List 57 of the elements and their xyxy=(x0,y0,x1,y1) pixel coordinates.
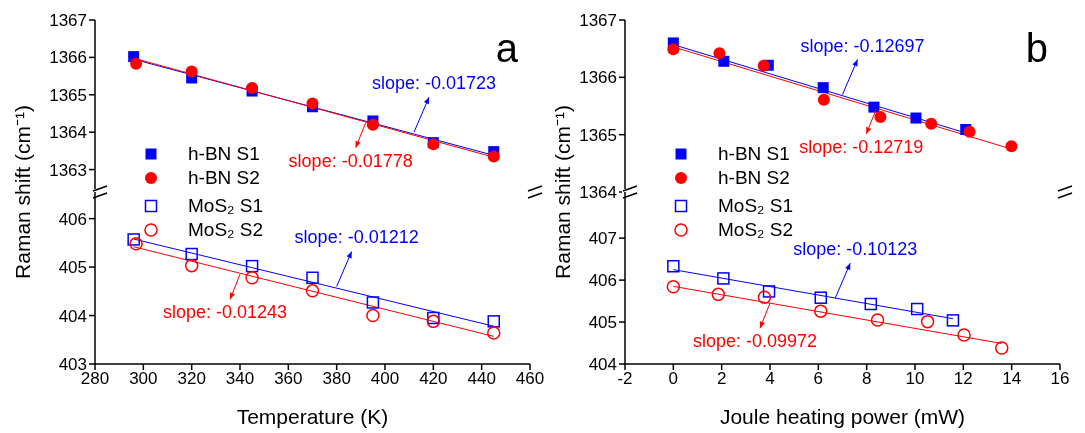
legend-label: MoS₂ S2 xyxy=(188,219,263,241)
y-tick-label: 1363 xyxy=(49,160,87,180)
x-tick-label: 360 xyxy=(274,369,303,389)
chart-title: b xyxy=(1025,26,1048,70)
chart-title: a xyxy=(495,26,519,70)
y-tick-label: 1364 xyxy=(579,183,617,203)
annotation: slope: -0.10123 xyxy=(793,239,918,260)
x-tick-label: 300 xyxy=(129,369,158,389)
x-tick-label: 2 xyxy=(716,369,727,389)
x-tick-label: -2 xyxy=(617,369,633,389)
x-axis-title: Joule heating power (mW) xyxy=(719,405,966,428)
annotation: slope: -0.12719 xyxy=(799,136,924,157)
annotation: slope: -0.01778 xyxy=(288,150,413,171)
y-tick-label: 405 xyxy=(588,313,617,333)
y-tick-label: 404 xyxy=(588,355,617,375)
x-tick-label: 6 xyxy=(813,369,824,389)
legend-label: MoS₂ S1 xyxy=(188,195,263,217)
y-tick-label: 1364 xyxy=(49,123,87,143)
y-tick-label: 405 xyxy=(58,258,87,278)
y-axis-title: Raman shift (cm⁻¹) xyxy=(11,105,34,279)
y-tick-label: 404 xyxy=(58,306,87,326)
y-tick-label: 406 xyxy=(588,271,617,291)
x-tick-label: 14 xyxy=(1002,369,1022,389)
legend-label: h-BN S2 xyxy=(718,167,790,189)
y-tick-label: 407 xyxy=(588,229,617,249)
legend-label: h-BN S2 xyxy=(188,167,260,189)
x-tick-label: 12 xyxy=(953,369,973,389)
x-tick-label: 16 xyxy=(1050,369,1070,389)
x-tick-label: 460 xyxy=(515,369,545,389)
x-tick-label: 320 xyxy=(177,369,206,389)
x-tick-label: 0 xyxy=(668,369,679,389)
annotation: slope: -0.01723 xyxy=(371,73,497,94)
annotation: slope: -0.01212 xyxy=(294,227,419,248)
annotation: slope: -0.09972 xyxy=(692,331,818,352)
x-tick-label: 400 xyxy=(370,369,400,389)
y-tick-label: 406 xyxy=(58,209,87,229)
y-tick-label: 1365 xyxy=(579,125,617,145)
x-tick-label: 8 xyxy=(861,369,872,389)
legend-label: h-BN S1 xyxy=(188,143,260,165)
annotation: slope: -0.01243 xyxy=(162,302,288,323)
x-tick-label: 380 xyxy=(322,369,351,389)
y-axis-title: Raman shift (cm⁻¹) xyxy=(551,105,574,279)
y-tick-label: 1365 xyxy=(49,85,87,105)
annotation: slope: -0.12697 xyxy=(800,35,925,56)
x-tick-label: 4 xyxy=(765,369,775,389)
x-tick-label: 420 xyxy=(419,369,448,389)
x-tick-label: 10 xyxy=(905,369,925,389)
legend-label: h-BN S1 xyxy=(718,143,790,165)
x-tick-label: 340 xyxy=(225,369,255,389)
y-tick-label: 1367 xyxy=(579,11,617,31)
legend-label: MoS₂ S1 xyxy=(718,195,793,217)
x-tick-label: 440 xyxy=(467,369,496,389)
y-tick-label: 1366 xyxy=(579,68,617,88)
x-axis-title: Temperature (K) xyxy=(236,405,389,428)
y-tick-label: 1367 xyxy=(49,11,87,31)
y-tick-label: 1366 xyxy=(49,48,87,68)
legend-label: MoS₂ S2 xyxy=(718,219,793,241)
